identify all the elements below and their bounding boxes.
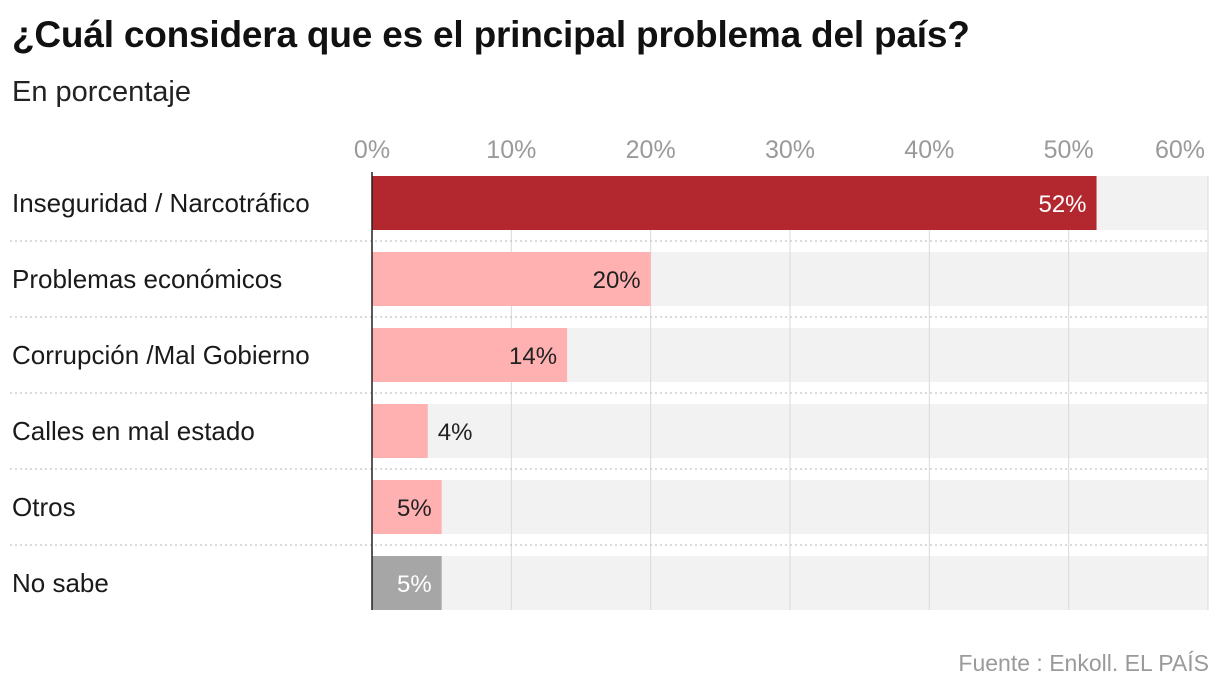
x-tick-label: 20% — [626, 136, 676, 164]
value-label: 52% — [1038, 191, 1086, 218]
bar — [372, 176, 1097, 230]
bar — [372, 252, 651, 306]
category-label: Problemas económicos — [12, 264, 282, 294]
x-tick-label: 0% — [354, 136, 390, 164]
x-tick-label: 40% — [904, 136, 954, 164]
x-tick-label: 60% — [1155, 136, 1205, 164]
bar — [372, 404, 428, 458]
category-label: Otros — [12, 492, 76, 522]
bar — [372, 480, 442, 534]
x-tick-label: 50% — [1044, 136, 1094, 164]
category-label: Inseguridad / Narcotráfico — [12, 188, 310, 218]
chart-subtitle: En porcentaje — [12, 76, 191, 108]
x-tick-labels: 0% 10% 20% 30% 40% 50% 60% — [354, 136, 1205, 164]
value-label: 5% — [397, 495, 432, 522]
value-label: 20% — [593, 267, 641, 294]
value-label: 5% — [397, 571, 432, 598]
category-label: Corrupción /Mal Gobierno — [12, 340, 310, 370]
category-labels: Inseguridad / Narcotráfico Problemas econ… — [12, 188, 310, 598]
bar — [372, 328, 568, 382]
chart-title: ¿Cuál considera que es el principal prob… — [12, 14, 970, 55]
value-label: 4% — [438, 419, 473, 446]
source-note: Fuente : Enkoll. EL PAÍS — [958, 650, 1209, 676]
category-label: No sabe — [12, 568, 109, 598]
category-label: Calles en mal estado — [12, 416, 255, 446]
bar — [372, 556, 442, 610]
value-label: 14% — [509, 343, 557, 370]
x-tick-label: 10% — [486, 136, 536, 164]
value-labels: 52% 20% 14% 4% 5% 5% — [397, 191, 1087, 598]
x-tick-label: 30% — [765, 136, 815, 164]
bars — [372, 176, 1097, 610]
